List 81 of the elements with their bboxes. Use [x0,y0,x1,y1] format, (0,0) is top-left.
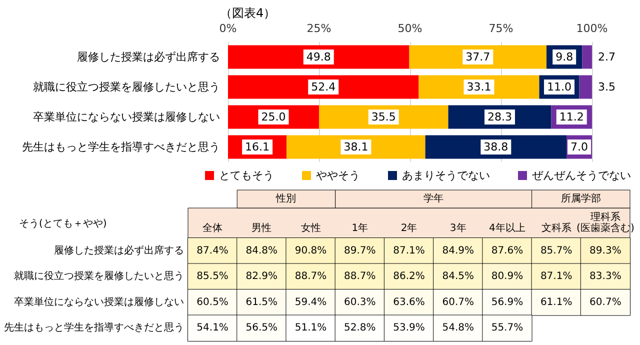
text: 性別 [275,192,296,204]
data-label: 87.1% [540,271,572,282]
x-tick-label: 男性 [252,222,272,234]
y-tick-label: 先生はもっと学生を指導すべきだと思う [4,322,184,334]
data-label: 35.5 [371,110,396,124]
x-tick-label: 50% [398,22,422,35]
data-label: 25.0 [261,110,286,124]
data-label: 52.4 [311,80,336,94]
data-label: 53.9% [393,322,425,334]
data-label: 38.8 [484,140,508,154]
x-tick-label: 3年 [450,222,466,234]
data-label: 86.2% [393,271,425,282]
data-label: 59.4% [294,296,327,308]
data-label: 60.7% [590,296,622,308]
data-label: 63.6% [393,296,425,308]
x-tick-label: 1年 [352,222,368,234]
x-tick-label: 2年 [400,222,418,234]
data-label: 49.8 [306,50,331,64]
text: 所属学部 [560,192,601,204]
data-label: 82.9% [246,271,278,282]
data-label: 80.9% [491,271,524,282]
data-label: 38.1 [344,140,368,154]
data-label: 11.0 [546,80,572,94]
data-label: 9.8 [556,50,574,64]
data-label: 89.3% [590,245,622,256]
data-label: 60.7% [442,296,474,308]
data-label: 54.8% [442,322,474,334]
data-label: 84.8% [246,245,278,256]
y-tick-label: 就職に役立つ授業を履修したいと思う [33,80,220,94]
x-tick-label: 女性 [300,222,321,234]
x-tick-label: 4年以上 [489,222,526,234]
data-label: 52.8% [344,322,376,334]
x-tick-label: 75% [488,22,514,35]
data-label: 61.5% [246,296,278,308]
data-label: 7.0 [570,140,588,154]
text: 学年 [424,192,444,204]
data-label: 11.2 [559,110,584,124]
x-tick-label: 25% [306,22,332,35]
legend-label: ややそう [316,169,360,182]
data-label: 3.5 [598,80,616,94]
data-label: 87.1% [393,245,425,256]
legend-label: あまりそうでない [402,169,490,182]
data-label: 83.3% [590,271,622,282]
data-label: 33.1 [466,80,492,94]
data-label: 90.8% [294,245,327,256]
data-label: 2.7 [598,50,616,64]
data-label: 84.5% [442,271,474,282]
data-label: 56.9% [491,296,524,308]
data-label: 87.6% [491,245,524,256]
data-label: 88.7% [294,271,327,282]
data-label: 88.7% [344,271,376,282]
chart-title: （図表4） [220,6,276,20]
legend-label: とてもそう [219,169,274,182]
y-tick-label: 卒業単位にならない授業は履修しない [14,296,184,308]
y-tick-label: 就職に役立つ授業を履修したいと思う [14,270,184,282]
y-tick-label: 履修した授業は必ず出席する [54,244,184,256]
x-tick-label: 0% [219,22,237,35]
data-label: 55.7% [491,322,524,334]
data-label: 51.1% [294,322,327,334]
data-label: 16.1 [245,140,270,154]
data-label: 28.3 [487,110,512,124]
data-label: 60.5% [196,296,228,308]
text: そう(とても＋やや) [19,218,107,230]
data-label: 56.5% [246,322,278,334]
data-label: 84.9% [442,245,474,256]
legend-label: ぜんぜんそうでない [532,169,631,182]
data-label: 89.7% [344,245,376,256]
x-tick-label: 理科系 (医歯薬含む) [576,211,634,234]
x-tick-label: 全体 [202,222,223,234]
data-label: 87.4% [196,245,228,256]
x-tick-label: 文科系 [541,222,572,234]
y-tick-label: 卒業単位にならない授業は履修しない [33,110,220,124]
y-tick-label: 先生はもっと学生を指導すべきだと思う [22,140,220,154]
data-label: 85.7% [540,245,572,256]
data-label: 54.1% [196,322,228,334]
data-label: 60.3% [344,296,376,308]
y-tick-label: 履修した授業は必ず出席する [77,50,220,64]
data-label: 85.5% [196,271,228,282]
x-tick-label: 100% [576,22,608,35]
data-label: 61.1% [540,296,572,308]
data-label: 37.7 [466,50,490,64]
